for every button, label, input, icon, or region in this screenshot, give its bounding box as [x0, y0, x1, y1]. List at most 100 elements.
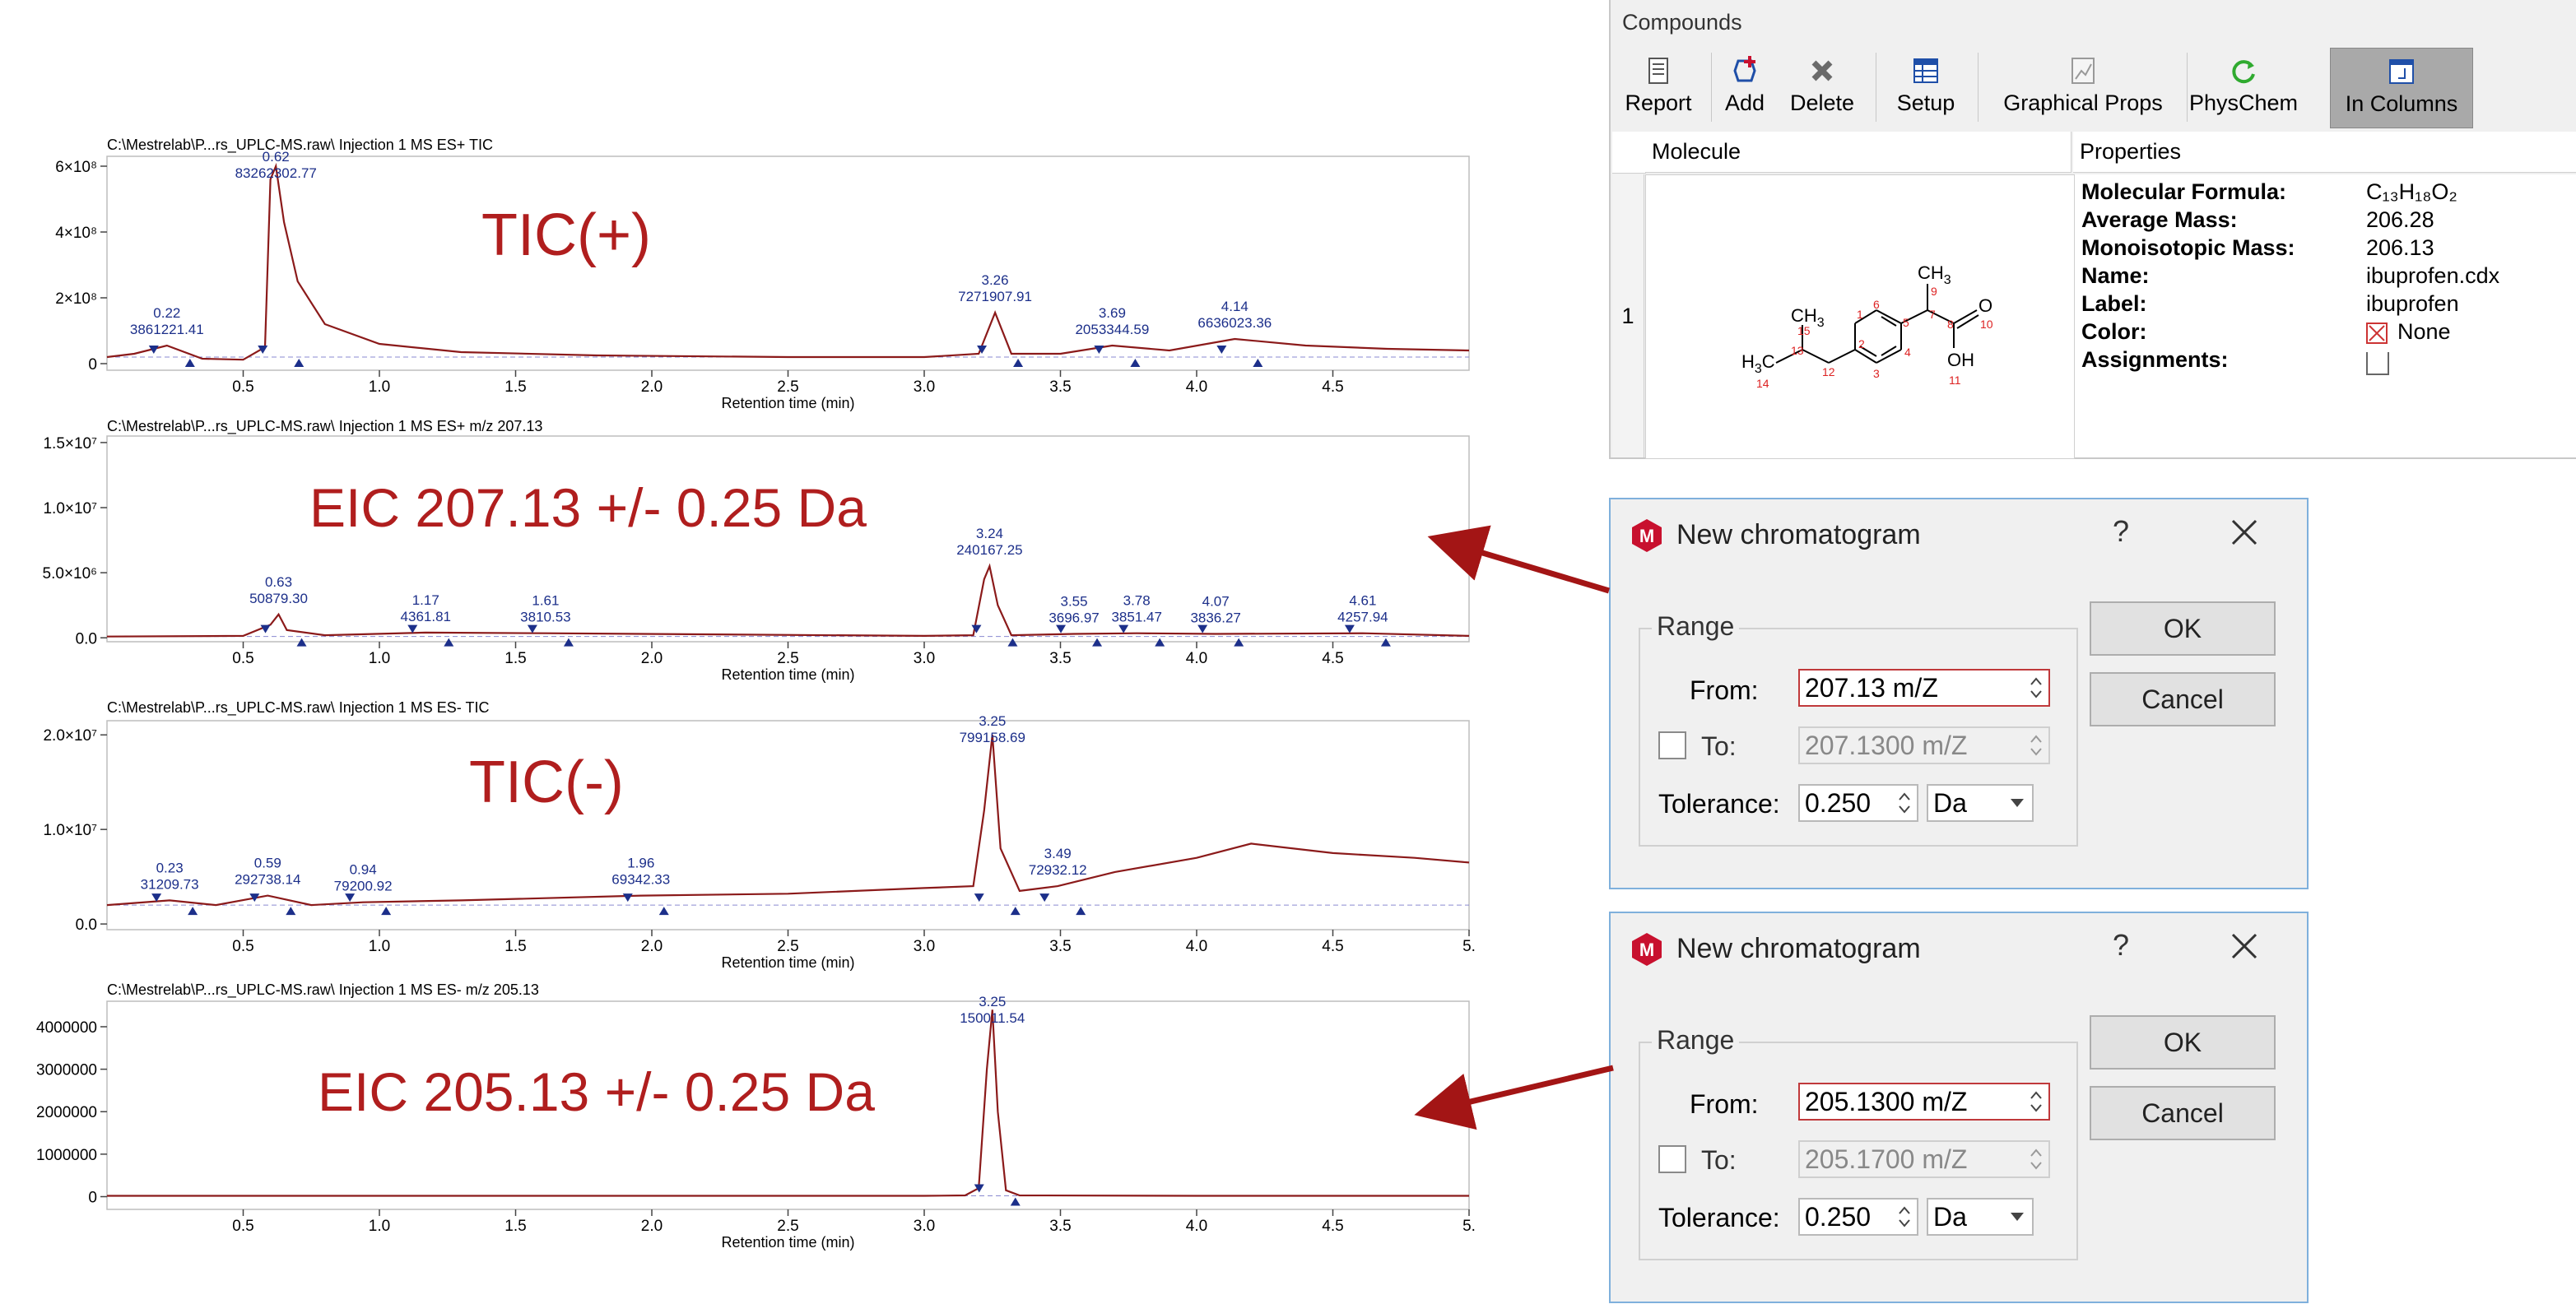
structure-atom-labels: CH3 CH3 H3C O OH — [1741, 262, 1992, 376]
chart-annotation: TIC(+) — [481, 202, 651, 268]
svg-text:10: 10 — [1980, 318, 1993, 331]
peak-label-area: 72932.12 — [1029, 862, 1087, 878]
new-chromatogram-dialog-2: M New chromatogram ? Range From: 205.130… — [1609, 912, 2309, 1303]
y-tick-label: 0.0 — [76, 917, 97, 934]
tolerance-input[interactable]: 0.250 — [1798, 1198, 1918, 1236]
cancel-button[interactable]: Cancel — [2090, 1086, 2276, 1140]
in-columns-button[interactable]: In Columns — [2330, 48, 2473, 128]
y-tick-label: 1.0×10⁷ — [43, 500, 97, 517]
svg-text:CH3: CH3 — [1791, 305, 1825, 330]
peak-start-marker — [1094, 346, 1104, 354]
to-value: 205.1700 m/Z — [1805, 1144, 1968, 1174]
peak-end-marker — [1010, 907, 1021, 916]
svg-text:15: 15 — [1797, 324, 1811, 337]
chevron-down-icon — [2011, 1213, 2024, 1221]
from-input[interactable]: 205.1300 m/Z — [1798, 1083, 2050, 1121]
peak-start-marker — [1197, 624, 1208, 633]
new-chromatogram-dialog-1: M New chromatogram ? Range From: 207.13 … — [1609, 498, 2309, 889]
spin-buttons-icon[interactable] — [2027, 730, 2045, 761]
color-none-icon[interactable] — [2366, 323, 2388, 344]
unit-select[interactable]: Da — [1927, 784, 2034, 822]
to-checkbox[interactable] — [1658, 731, 1686, 759]
peak-label-area: 69342.33 — [611, 872, 670, 888]
svg-text:12: 12 — [1822, 365, 1835, 378]
molecule-cell[interactable]: CH3 CH3 H3C O OH 1 2 3 4 5 6 7 8 9 10 11… — [1645, 174, 2075, 459]
properties-cell[interactable]: Molecular Formula: C₁₃H₁₈O₂ Average Mass… — [2075, 174, 2576, 457]
peak-label-area: 79200.92 — [334, 879, 393, 894]
x-tick-label: 0.5 — [232, 650, 253, 667]
peak-start-marker — [977, 346, 988, 354]
unit-value: Da — [1933, 1202, 1967, 1232]
add-button[interactable]: Add — [1716, 48, 1774, 127]
spin-buttons-icon[interactable] — [1895, 1201, 1913, 1232]
spin-buttons-icon[interactable] — [2027, 1144, 2045, 1175]
y-tick-label: 1.5×10⁷ — [43, 435, 97, 452]
tolerance-label: Tolerance: — [1658, 1203, 1780, 1232]
chromatogram-trace — [106, 735, 1470, 907]
svg-text:M: M — [1639, 940, 1654, 960]
peak-label-area: 2053344.59 — [1075, 322, 1149, 337]
y-tick-label: 4000000 — [36, 1019, 97, 1037]
peak-end-marker — [1092, 638, 1103, 647]
x-tick-label: 4.5 — [1322, 1218, 1343, 1235]
to-input[interactable]: 205.1700 m/Z — [1798, 1140, 2050, 1178]
x-axis-label: Retention time (min) — [721, 395, 854, 411]
x-tick-label: 4.5 — [1322, 938, 1343, 955]
report-button[interactable]: Report — [1619, 48, 1698, 127]
y-tick-label: 1000000 — [36, 1147, 97, 1164]
spin-buttons-icon[interactable] — [1895, 787, 1913, 819]
column-header-molecule[interactable]: Molecule — [1645, 132, 2071, 173]
peak-label-area: 4361.81 — [401, 609, 451, 624]
ok-button[interactable]: OK — [2090, 1015, 2276, 1070]
structure-atom-numbers: 1 2 3 4 5 6 7 8 9 10 11 12 13 14 15 — [1756, 285, 1993, 390]
svg-text:8: 8 — [1947, 318, 1954, 331]
column-header-properties-label: Properties — [2080, 139, 2182, 164]
delete-button[interactable]: Delete — [1775, 48, 1869, 127]
svg-text:7: 7 — [1929, 308, 1936, 321]
unit-select[interactable]: Da — [1927, 1198, 2034, 1236]
tolerance-input[interactable]: 0.250 — [1798, 784, 1918, 822]
svg-text:6: 6 — [1873, 298, 1880, 311]
peak-start-marker — [249, 893, 260, 903]
to-input[interactable]: 207.1300 m/Z — [1798, 726, 2050, 764]
x-tick-label: 5. — [1462, 1218, 1476, 1235]
close-icon[interactable] — [2226, 514, 2262, 550]
peak-label-rt: 4.14 — [1221, 299, 1248, 314]
row-number-label: 1 — [1621, 303, 1634, 328]
property-key: Average Mass: — [2081, 207, 2238, 232]
peak-label-rt: 0.62 — [263, 149, 290, 165]
chart-annotation: EIC 207.13 +/- 0.25 Da — [309, 477, 867, 538]
ok-button[interactable]: OK — [2090, 601, 2276, 656]
row-number[interactable]: 1 — [1612, 174, 1644, 457]
graphical-props-button[interactable]: Graphical Props — [1984, 48, 2182, 127]
peak-label-rt: 3.25 — [979, 713, 1006, 729]
peak-start-marker — [407, 624, 418, 633]
close-icon[interactable] — [2226, 928, 2262, 964]
help-button[interactable]: ? — [2113, 514, 2130, 548]
help-button[interactable]: ? — [2113, 928, 2130, 962]
x-tick-label: 0.5 — [232, 378, 253, 396]
physchem-button[interactable]: PhysChem — [2189, 48, 2298, 127]
peak-label-area: 83262302.77 — [235, 165, 317, 181]
x-tick-label: 1.0 — [369, 650, 390, 667]
report-icon — [1648, 58, 1668, 84]
range-group — [1639, 628, 2078, 847]
setup-button[interactable]: Setup — [1882, 48, 1969, 127]
peak-end-marker — [1155, 638, 1165, 647]
peak-label-rt: 1.17 — [412, 592, 439, 608]
chromatogram-title: C:\Mestrelab\P...rs_UPLC-MS.raw\ Injecti… — [107, 981, 539, 999]
from-input[interactable]: 207.13 m/Z — [1798, 669, 2050, 707]
spin-buttons-icon[interactable] — [2027, 1086, 2045, 1117]
toolbar-separator — [1711, 53, 1712, 122]
cancel-button[interactable]: Cancel — [2090, 672, 2276, 726]
assignments-box[interactable] — [2366, 352, 2389, 375]
from-value: 205.1300 m/Z — [1805, 1087, 1968, 1116]
compounds-toolbar: Report Add Delete Setup Graphical Props … — [1611, 48, 2576, 130]
spin-buttons-icon[interactable] — [2027, 672, 2045, 703]
property-key: Molecular Formula: — [2081, 179, 2287, 204]
to-label: To: — [1701, 731, 1737, 761]
svg-text:4: 4 — [1904, 346, 1911, 359]
column-header-properties[interactable]: Properties — [2073, 132, 2576, 173]
to-checkbox[interactable] — [1658, 1145, 1686, 1173]
x-tick-label: 2.5 — [777, 378, 798, 396]
